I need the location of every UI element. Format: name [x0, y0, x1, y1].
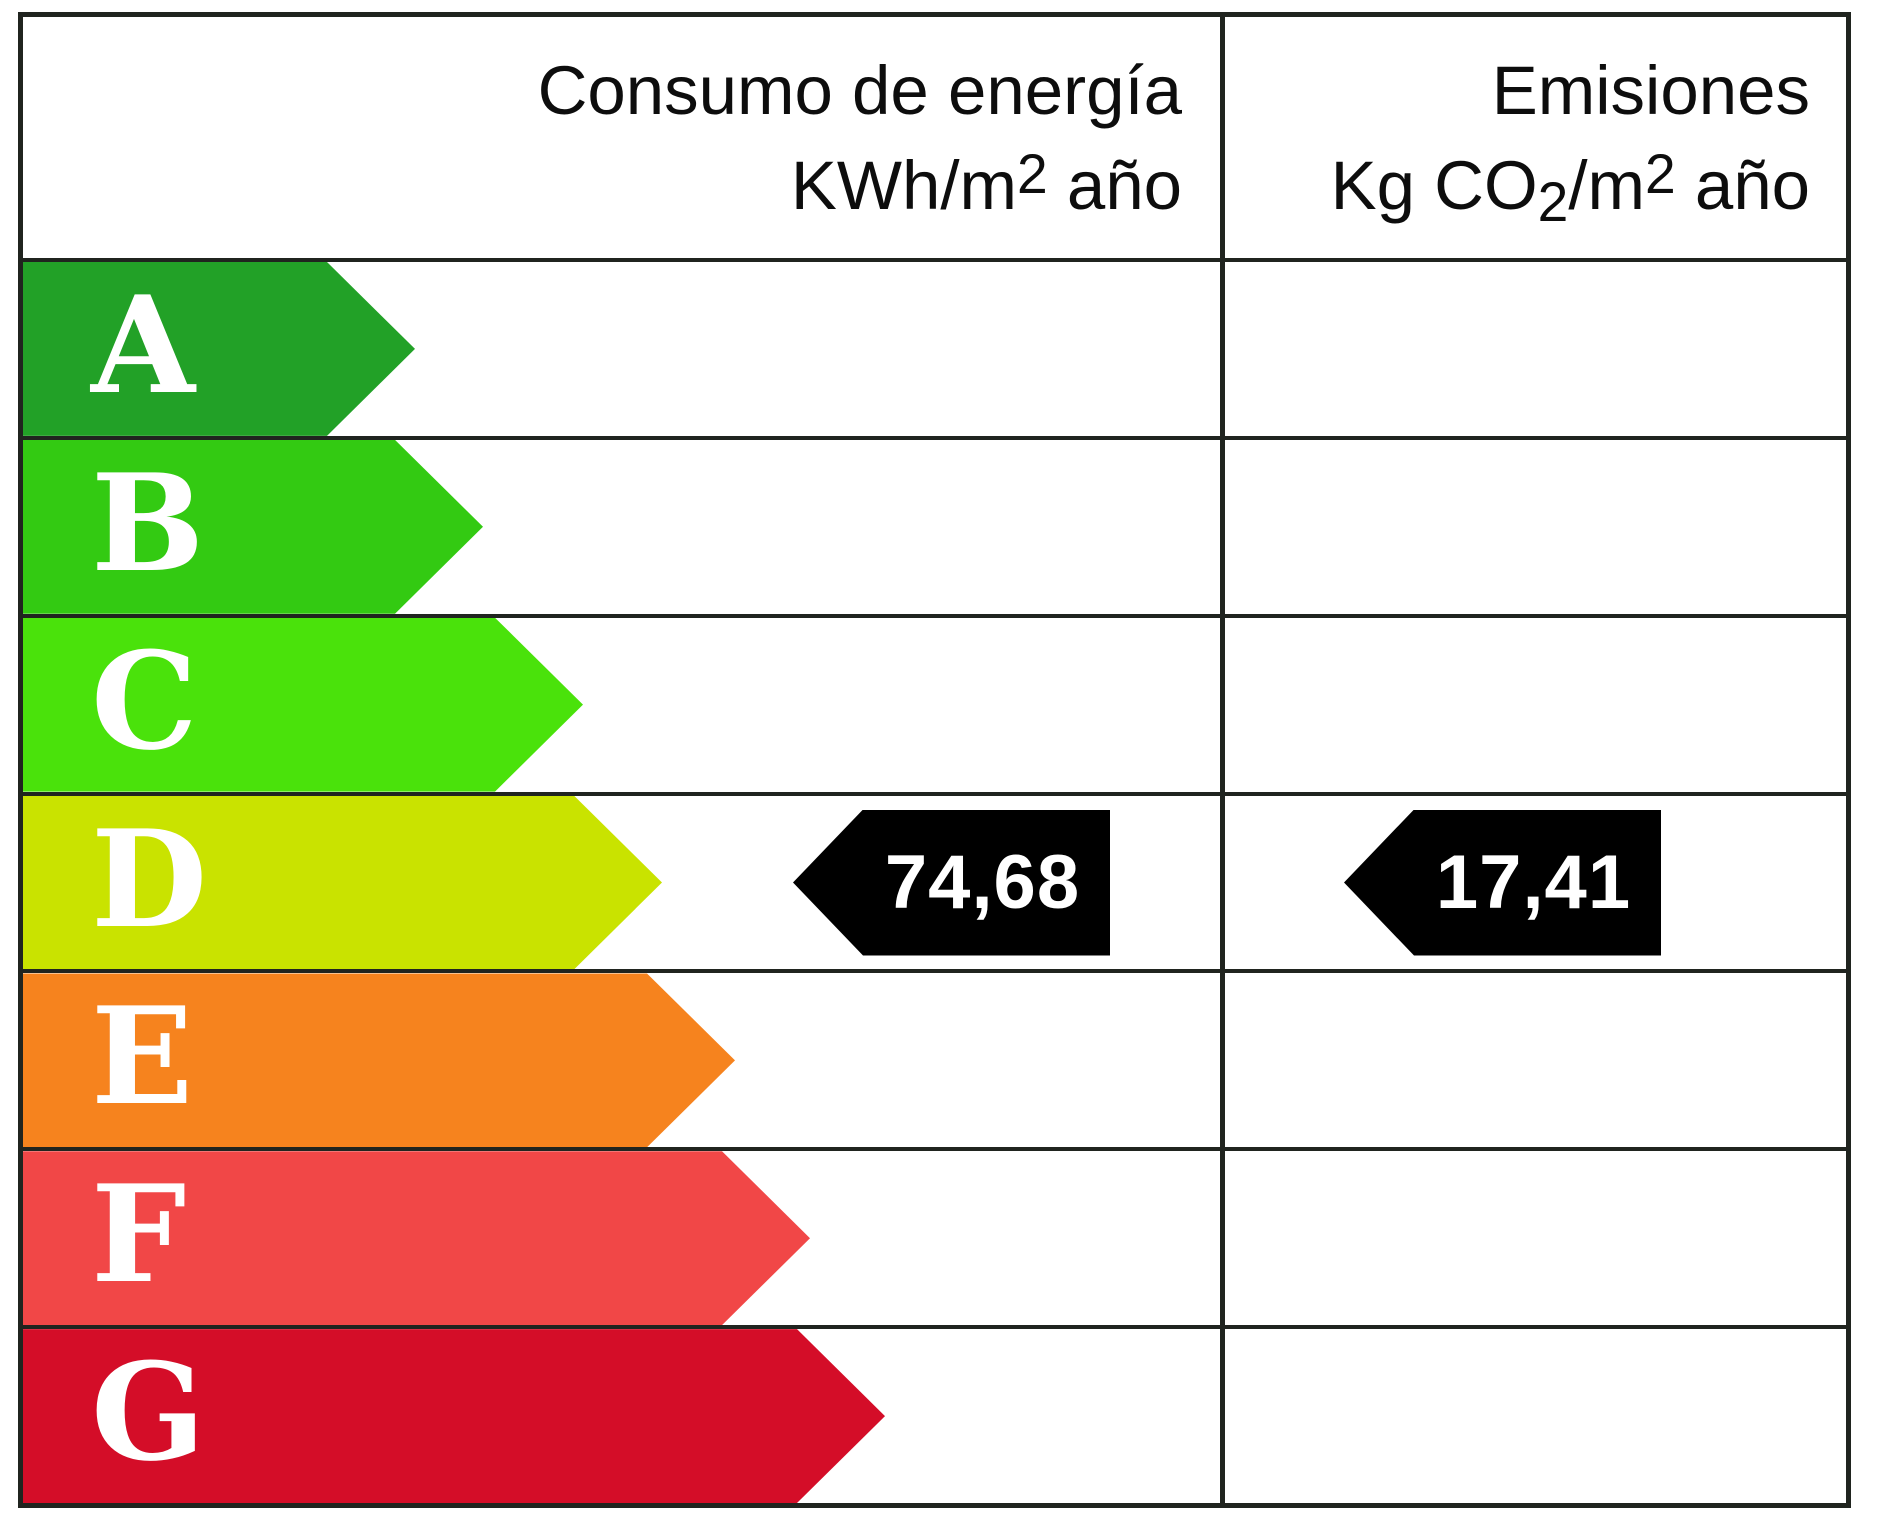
rating-table: Consumo de energía KWh/m2 año Emisiones … — [18, 12, 1851, 1508]
rating-bar-d: D — [23, 796, 662, 970]
rating-letter-g: G — [91, 1333, 206, 1492]
rating-bar-g: G — [23, 1329, 885, 1503]
table-header: Consumo de energía KWh/m2 año Emisiones … — [23, 17, 1846, 262]
rating-row-a: A — [23, 262, 1846, 436]
rating-row-d: D 74,68 17,41 — [23, 791, 1846, 970]
emissions-column-header: Emisiones Kg CO2/m2 año — [1220, 17, 1846, 258]
emissions-header-line1: Emisiones — [1491, 52, 1810, 129]
rating-letter-d: D — [91, 799, 208, 958]
rating-row-g: G — [23, 1325, 1846, 1503]
energy-header-line2: KWh/m2 año — [790, 142, 1182, 225]
superscript-2: 2 — [1017, 142, 1048, 205]
emissions-value-marker: 17,41 — [1344, 809, 1661, 956]
rating-rows: A B C D 74,68 1 — [23, 262, 1846, 1503]
energy-value: 74,68 — [884, 840, 1081, 925]
energy-column-header: Consumo de energía KWh/m2 año — [23, 17, 1220, 258]
subscript-2: 2 — [1537, 171, 1569, 234]
rating-letter-f: F — [91, 1155, 187, 1314]
rating-letter-b: B — [91, 443, 205, 602]
rating-letter-a: A — [91, 265, 195, 424]
superscript-2: 2 — [1645, 142, 1676, 205]
column-divider — [1220, 17, 1225, 1503]
rating-bar-f: F — [23, 1151, 810, 1325]
rating-bar-c: C — [23, 618, 583, 792]
rating-row-c: C — [23, 613, 1846, 792]
rating-bar-e: E — [23, 973, 735, 1147]
emissions-header-line2: Kg CO2/m2 año — [1330, 142, 1810, 234]
energy-header-line1: Consumo de energía — [537, 52, 1182, 129]
rating-row-b: B — [23, 435, 1846, 614]
rating-bar-a: A — [23, 262, 415, 436]
rating-letter-c: C — [91, 621, 198, 780]
rating-row-e: E — [23, 969, 1846, 1147]
rating-row-f: F — [23, 1147, 1846, 1325]
rating-letter-e: E — [91, 977, 194, 1136]
emissions-value: 17,41 — [1435, 840, 1632, 925]
energy-value-marker: 74,68 — [793, 809, 1110, 956]
rating-bar-b: B — [23, 440, 483, 614]
